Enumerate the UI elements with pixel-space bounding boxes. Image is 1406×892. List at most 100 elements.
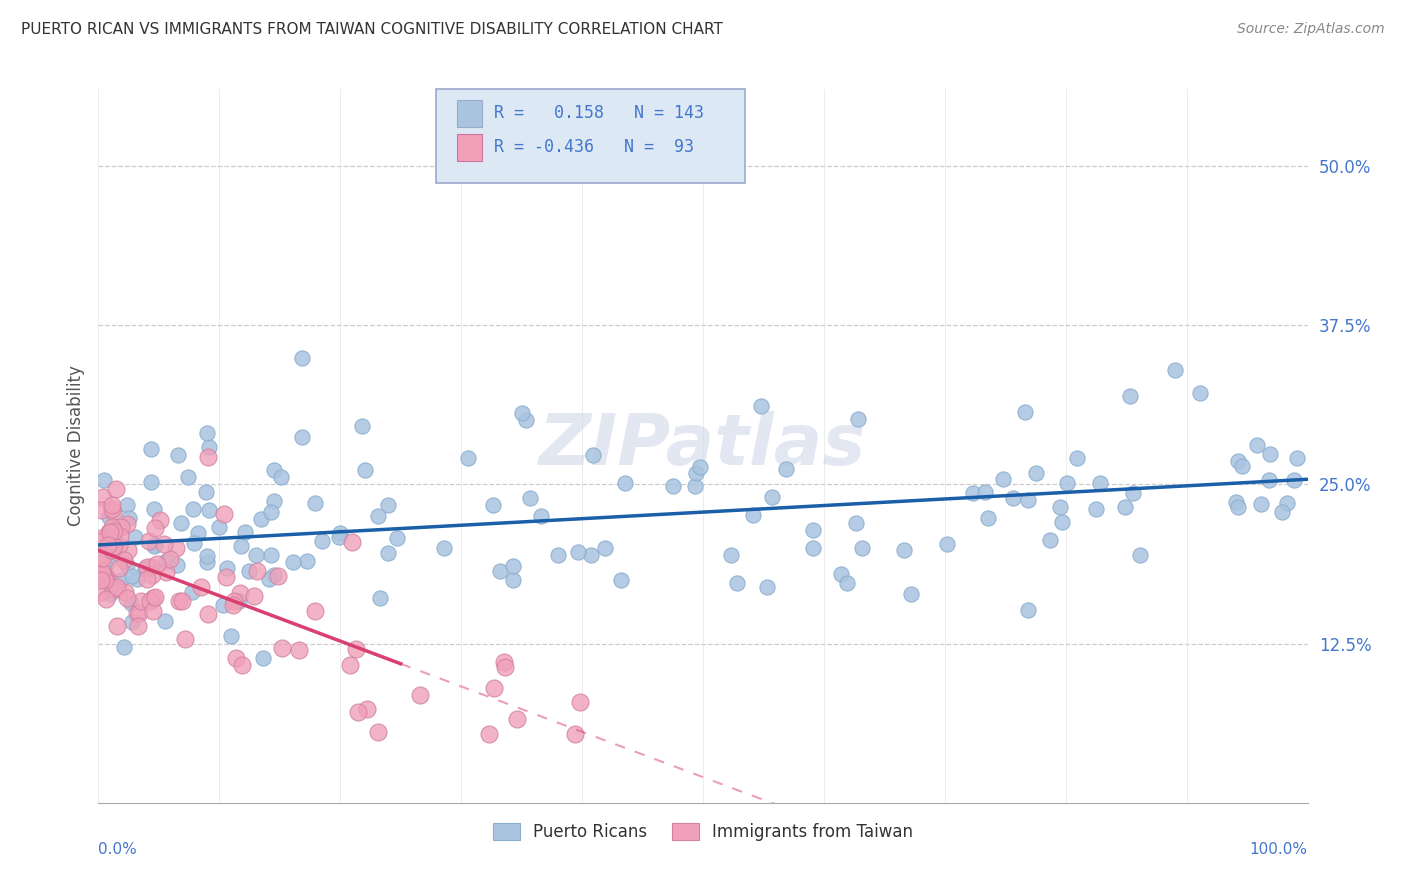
Point <box>134 561 156 575</box>
Text: 0.0%: 0.0% <box>98 842 138 856</box>
Point <box>304 496 326 510</box>
Point <box>377 498 399 512</box>
Point <box>1257 473 1279 487</box>
Point <box>749 399 772 413</box>
Point <box>212 507 235 521</box>
Point <box>94 568 117 582</box>
Text: ZIPatlas: ZIPatlas <box>540 411 866 481</box>
Point <box>98 525 121 540</box>
Point <box>245 564 267 578</box>
Point <box>295 554 318 568</box>
Point <box>90 550 112 565</box>
Point <box>135 572 157 586</box>
Point <box>457 451 479 466</box>
Point <box>801 523 824 537</box>
Point <box>103 582 125 596</box>
Point <box>484 681 506 696</box>
Point <box>593 541 616 556</box>
Point <box>90 585 112 599</box>
Point <box>489 565 512 579</box>
Point <box>141 442 163 457</box>
Point <box>194 485 217 500</box>
Point <box>725 576 748 591</box>
Point <box>215 570 238 584</box>
Point <box>155 565 177 579</box>
Point <box>304 604 326 618</box>
Point <box>183 536 205 550</box>
Point <box>94 571 117 585</box>
Point <box>93 473 115 487</box>
Point <box>195 556 218 570</box>
Point <box>125 572 148 586</box>
Point <box>117 591 139 605</box>
Point <box>233 524 256 539</box>
Point <box>107 538 129 552</box>
Point <box>90 573 112 587</box>
Point <box>108 529 131 543</box>
Point <box>519 491 541 505</box>
Point <box>225 650 247 665</box>
Point <box>356 701 378 715</box>
Point <box>1188 385 1211 400</box>
Point <box>1275 496 1298 510</box>
Point <box>1017 492 1039 507</box>
Point <box>121 615 143 629</box>
Point <box>685 466 707 480</box>
Point <box>893 542 915 557</box>
Point <box>353 463 375 477</box>
Point <box>96 570 118 584</box>
Point <box>502 559 524 574</box>
Point <box>506 712 529 726</box>
Point <box>1258 447 1281 461</box>
Point <box>568 695 591 709</box>
Point <box>515 413 537 427</box>
Point <box>143 538 166 552</box>
Point <box>267 568 290 582</box>
Point <box>260 505 283 519</box>
Point <box>347 705 370 719</box>
Point <box>567 545 589 559</box>
Point <box>149 513 172 527</box>
Point <box>94 573 117 587</box>
Point <box>117 542 139 557</box>
Point <box>170 516 193 530</box>
Point <box>100 498 122 512</box>
Point <box>830 567 852 582</box>
Point <box>329 525 352 540</box>
Point <box>90 563 112 577</box>
Point <box>683 478 706 492</box>
Point <box>387 532 409 546</box>
Point <box>962 485 984 500</box>
Point <box>146 558 169 572</box>
Point <box>110 573 132 587</box>
Point <box>851 541 873 555</box>
Point <box>311 533 333 548</box>
Point <box>1088 476 1111 491</box>
Point <box>530 509 553 524</box>
Point <box>775 462 797 476</box>
Point <box>91 551 114 566</box>
Point <box>197 425 219 440</box>
Point <box>143 521 166 535</box>
Point <box>142 501 165 516</box>
Point <box>138 593 160 607</box>
Point <box>263 568 285 582</box>
Point <box>115 558 138 572</box>
Point <box>93 543 115 558</box>
Point <box>107 580 129 594</box>
Point <box>510 406 533 420</box>
Point <box>242 589 264 603</box>
Point <box>977 510 1000 524</box>
Point <box>101 520 124 534</box>
Point <box>263 463 285 477</box>
Point <box>153 537 176 551</box>
Point <box>328 530 350 544</box>
Point <box>288 643 311 657</box>
Text: PUERTO RICAN VS IMMIGRANTS FROM TAIWAN COGNITIVE DISABILITY CORRELATION CHART: PUERTO RICAN VS IMMIGRANTS FROM TAIWAN C… <box>21 22 723 37</box>
Point <box>1271 506 1294 520</box>
Point <box>90 532 112 546</box>
Point <box>742 508 765 523</box>
Point <box>170 594 193 608</box>
Point <box>215 561 238 575</box>
Point <box>720 548 742 562</box>
